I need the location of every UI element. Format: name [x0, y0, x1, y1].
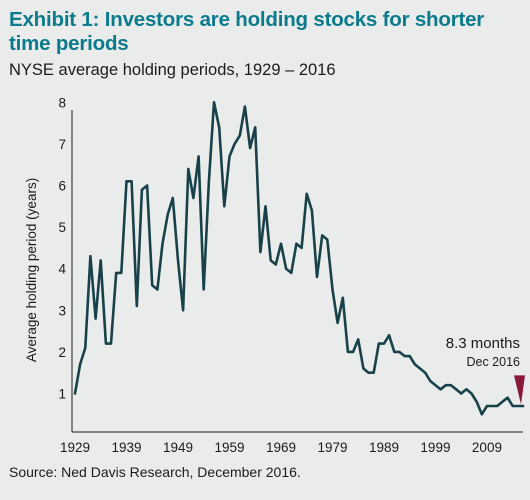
x-tick-label: 1939 — [111, 440, 141, 455]
dec-2016-marker-icon — [514, 375, 525, 405]
x-tick-label: 1969 — [266, 440, 296, 455]
x-tick-label: 1989 — [369, 440, 399, 455]
chart-title: Exhibit 1: Investors are holding stocks … — [9, 8, 485, 55]
y-tick-label: 4 — [58, 262, 66, 277]
x-tick-label: 2009 — [472, 440, 502, 455]
annotation-sublabel: Dec 2016 — [466, 355, 520, 369]
y-tick-labels: 1 2 3 4 5 6 7 8 — [58, 95, 66, 401]
x-tick-label: 1959 — [214, 440, 244, 455]
x-tick-label: 1999 — [420, 440, 450, 455]
annotation-label: 8.3 months — [446, 335, 520, 352]
x-tick-label: 1949 — [163, 440, 193, 455]
x-tick-label: 1929 — [60, 440, 90, 455]
x-tick-label: 1979 — [317, 440, 347, 455]
y-tick-label: 3 — [58, 303, 66, 318]
y-axis-label: Average holding period (years) — [24, 178, 39, 362]
holding-period-line — [73, 101, 525, 416]
y-tick-label: 5 — [58, 220, 66, 235]
chart-subtitle: NYSE average holding periods, 1929 – 201… — [9, 61, 336, 79]
y-tick-label: 1 — [58, 387, 66, 402]
source-note: Source: Ned Davis Research, December 201… — [9, 464, 301, 480]
y-tick-label: 7 — [58, 137, 66, 152]
y-tick-label: 8 — [58, 95, 66, 110]
y-tick-label: 2 — [58, 345, 66, 360]
y-tick-label: 6 — [58, 179, 66, 194]
x-tick-labels: 1929 1939 1949 1959 1969 1979 1989 1999 2009 — [60, 440, 502, 455]
